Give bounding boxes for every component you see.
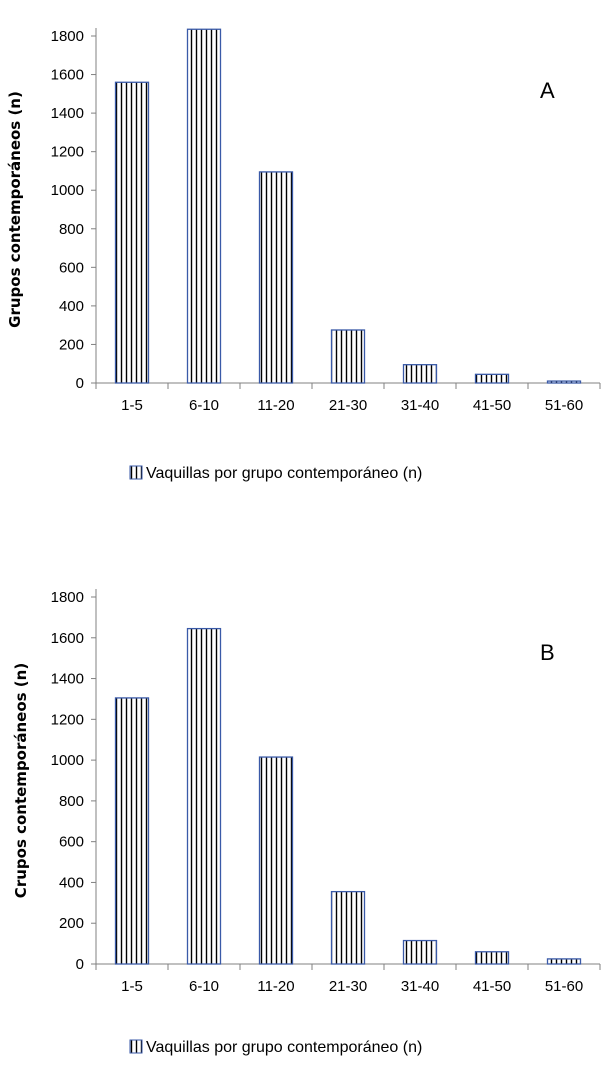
y-tick-label: 800	[59, 793, 84, 810]
y-tick-label: 400	[59, 298, 84, 315]
legend: Vaquillas por grupo contemporáneo (n)	[129, 465, 422, 482]
bar-11-20	[258, 756, 294, 965]
y-tick-label: 600	[59, 834, 84, 851]
y-tick-label: 1000	[51, 182, 84, 199]
bar-11-20	[258, 171, 294, 384]
legend-swatch	[129, 1039, 143, 1054]
chart-panel-a: 0 200 400 600 800 1000 1200 1400 1600 1800 1-5 6-10…	[0, 0, 609, 530]
y-tick-label: 1000	[51, 752, 84, 769]
y-tick-label: 400	[59, 874, 84, 891]
x-tick-label: 11-20	[257, 397, 294, 414]
bar-41-50	[474, 951, 510, 965]
x-tick-label: 1-5	[121, 978, 143, 995]
bar-1-5	[114, 697, 150, 965]
x-tick-label: 6-10	[189, 978, 219, 995]
bar-51-60	[546, 380, 582, 384]
panel-label: A	[540, 78, 555, 103]
y-tick-label: 1400	[51, 671, 84, 688]
bar-21-30	[330, 890, 366, 965]
y-tick-label: 1800	[51, 28, 84, 45]
y-tick-label: 1600	[51, 67, 84, 84]
y-tick-label: 1600	[51, 630, 84, 647]
x-tick-label: 11-20	[257, 978, 294, 995]
y-tick-label: 1400	[51, 105, 84, 122]
y-tick-label: 1200	[51, 711, 84, 728]
x-tick-label: 21-30	[329, 978, 367, 995]
bar-21-30	[330, 329, 366, 384]
legend: Vaquillas por grupo contemporáneo (n)	[129, 1039, 422, 1056]
bar-chart-b: 0 200 400 600 800 1000 1200 1400 1600 1800 1-5 6-10…	[12, 589, 601, 1056]
x-tick-label: 41-50	[473, 397, 511, 414]
bar-1-5	[114, 81, 150, 384]
x-tick-label: 31-40	[401, 397, 439, 414]
chart-panel-b: 0 200 400 600 800 1000 1200 1400 1600 1800 1-5 6-10…	[0, 565, 609, 1065]
legend-swatch	[129, 465, 143, 480]
bar-6-10	[186, 627, 222, 965]
x-tick-label: 6-10	[189, 397, 219, 414]
y-tick-label: 200	[59, 915, 84, 932]
x-tick-label: 1-5	[121, 397, 143, 414]
x-tick-label: 51-60	[545, 978, 583, 995]
panel-label: B	[540, 640, 555, 665]
y-tick-label: 0	[76, 956, 84, 973]
bar-chart-a: 0 200 400 600 800 1000 1200 1400 1600 1800 1-5 6-10…	[6, 28, 601, 482]
x-tick-label: 21-30	[329, 397, 367, 414]
bar-51-60	[546, 958, 582, 965]
bar-6-10	[186, 28, 222, 384]
y-tick-label: 600	[59, 259, 84, 276]
y-tick-label: 800	[59, 221, 84, 238]
bar-31-40	[402, 939, 438, 965]
legend-label: Vaquillas por grupo contemporáneo (n)	[146, 465, 422, 482]
y-axis-label: Crupos contemporáneos (n)	[12, 663, 30, 898]
legend-label: Vaquillas por grupo contemporáneo (n)	[146, 1039, 422, 1056]
x-tick-label: 41-50	[473, 978, 511, 995]
bar-31-40	[402, 364, 438, 384]
y-tick-label: 0	[76, 375, 84, 392]
x-tick-label: 51-60	[545, 397, 583, 414]
y-tick-label: 1200	[51, 144, 84, 161]
y-tick-label: 1800	[51, 589, 84, 606]
x-tick-label: 31-40	[401, 978, 439, 995]
y-axis-label: Grupos contemporáneos (n)	[6, 91, 24, 328]
bar-41-50	[474, 373, 510, 384]
y-tick-label: 200	[59, 336, 84, 353]
